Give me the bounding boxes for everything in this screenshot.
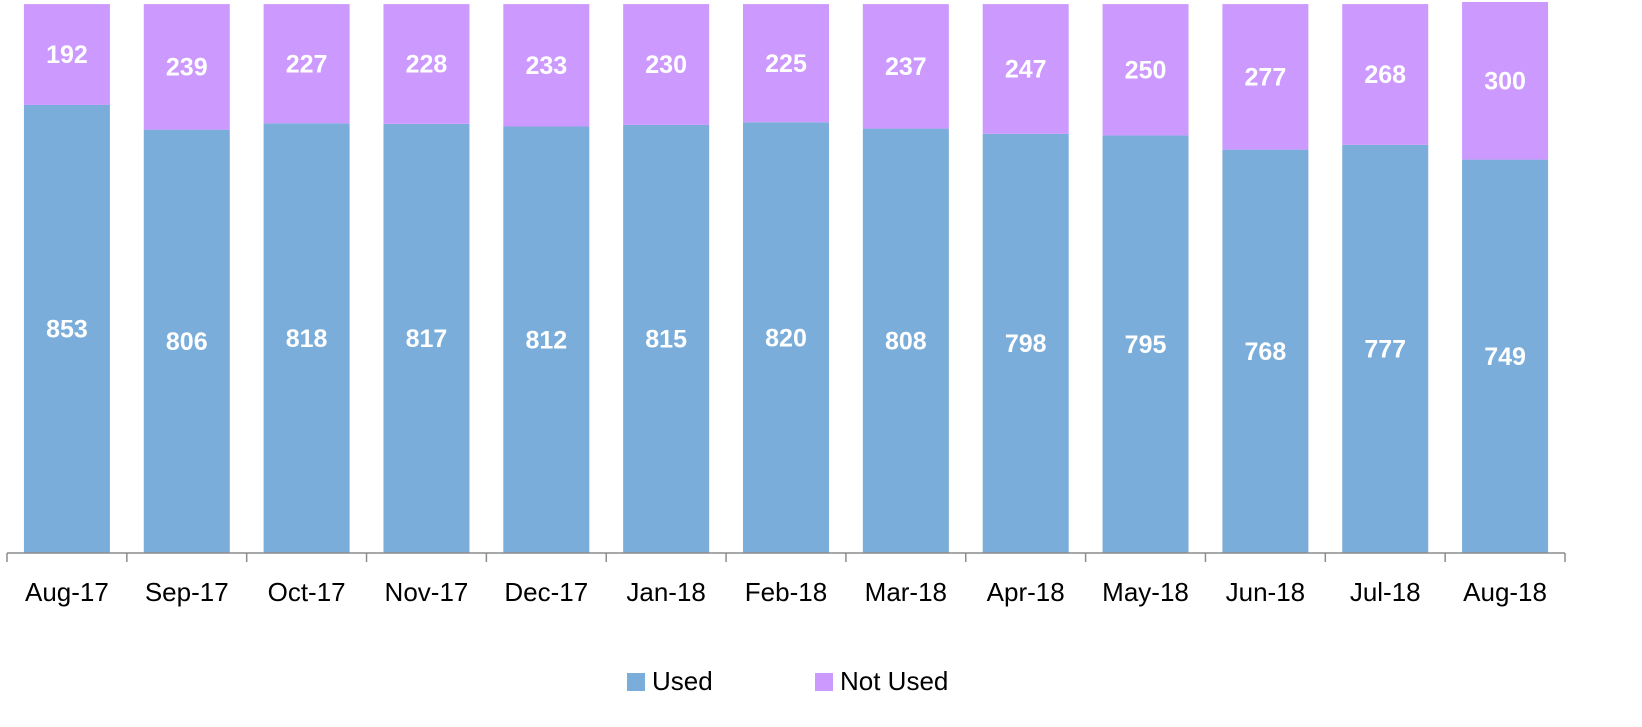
bar-segment bbox=[503, 4, 590, 127]
x-tick-label: Oct-17 bbox=[268, 577, 346, 607]
data-label: 268 bbox=[1364, 61, 1406, 89]
data-label: 230 bbox=[645, 51, 687, 79]
x-tick-label: Nov-17 bbox=[385, 577, 469, 607]
bar-segment bbox=[263, 4, 350, 124]
data-label: 228 bbox=[406, 51, 448, 79]
legend-label: Used bbox=[652, 666, 713, 696]
x-tick-label: Mar-18 bbox=[865, 577, 947, 607]
legend-label: Not Used bbox=[840, 666, 948, 696]
data-label: 777 bbox=[1364, 336, 1406, 364]
x-tick-label: Feb-18 bbox=[745, 577, 827, 607]
bar-segment bbox=[143, 129, 230, 553]
data-label: 806 bbox=[166, 328, 208, 356]
bar-segment bbox=[143, 4, 230, 130]
bar-segment bbox=[1462, 159, 1549, 553]
bar-segment bbox=[23, 104, 110, 553]
data-label: 817 bbox=[406, 325, 448, 353]
data-label: 300 bbox=[1484, 67, 1526, 95]
bar-segment bbox=[383, 123, 470, 554]
bar-segment bbox=[503, 126, 590, 554]
bar-segment bbox=[1222, 4, 1309, 150]
bar-segment bbox=[263, 123, 350, 553]
bar-segment bbox=[1102, 135, 1189, 554]
bar-segment bbox=[383, 4, 470, 124]
data-label: 812 bbox=[525, 326, 567, 354]
bar-segment bbox=[743, 122, 829, 553]
data-label: 820 bbox=[765, 324, 807, 352]
bar-segment bbox=[1222, 149, 1309, 553]
x-tick-label: Apr-18 bbox=[987, 577, 1065, 607]
data-label: 233 bbox=[525, 52, 567, 80]
data-label: 247 bbox=[1005, 56, 1047, 84]
data-label: 227 bbox=[286, 50, 328, 78]
legend-swatch bbox=[815, 673, 833, 691]
x-tick-label: Jul-18 bbox=[1350, 577, 1421, 607]
data-label: 250 bbox=[1125, 56, 1167, 84]
bar-segment bbox=[1462, 2, 1549, 160]
x-tick-label: Dec-17 bbox=[504, 577, 588, 607]
legend-swatch bbox=[627, 673, 645, 691]
data-label: 239 bbox=[166, 53, 208, 81]
x-tick-label: Sep-17 bbox=[145, 577, 229, 607]
data-label: 795 bbox=[1125, 331, 1167, 359]
bar-segment bbox=[23, 4, 110, 105]
data-label: 808 bbox=[885, 327, 927, 355]
bar-segment bbox=[623, 4, 710, 125]
data-label: 818 bbox=[286, 325, 328, 353]
data-label: 237 bbox=[885, 53, 927, 81]
x-tick-label: Aug-18 bbox=[1463, 577, 1547, 607]
bar-segment bbox=[982, 4, 1069, 134]
bar-segment bbox=[982, 133, 1069, 553]
bar-segment bbox=[862, 4, 949, 129]
data-label: 815 bbox=[645, 326, 687, 354]
bar-segment bbox=[1342, 144, 1429, 553]
bar-segment bbox=[623, 124, 710, 553]
data-label: 768 bbox=[1245, 338, 1287, 366]
x-tick-label: May-18 bbox=[1102, 577, 1189, 607]
data-label: 853 bbox=[46, 316, 88, 344]
bar-segment bbox=[743, 4, 829, 123]
x-tick-label: Jan-18 bbox=[626, 577, 706, 607]
data-label: 225 bbox=[765, 50, 807, 78]
bar-segment bbox=[1342, 4, 1429, 145]
x-tick-label: Aug-17 bbox=[25, 577, 109, 607]
bar-segment bbox=[1102, 4, 1189, 136]
x-tick-label: Jun-18 bbox=[1226, 577, 1306, 607]
data-label: 277 bbox=[1245, 63, 1287, 91]
data-label: 798 bbox=[1005, 330, 1047, 358]
bar-segment bbox=[862, 128, 949, 553]
data-label: 749 bbox=[1484, 343, 1526, 371]
data-label: 192 bbox=[46, 41, 88, 69]
